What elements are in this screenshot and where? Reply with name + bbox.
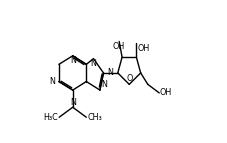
Text: N: N (91, 59, 96, 68)
Text: OH: OH (112, 42, 125, 51)
Text: N: N (70, 56, 76, 65)
Text: O: O (126, 74, 132, 83)
Text: N: N (107, 68, 113, 77)
Text: H₃C: H₃C (44, 113, 58, 122)
Text: CH₃: CH₃ (87, 113, 102, 122)
Text: N: N (49, 77, 55, 86)
Text: OH: OH (137, 44, 149, 53)
Text: N: N (70, 98, 76, 107)
Text: OH: OH (160, 89, 172, 97)
Text: N: N (101, 80, 107, 89)
